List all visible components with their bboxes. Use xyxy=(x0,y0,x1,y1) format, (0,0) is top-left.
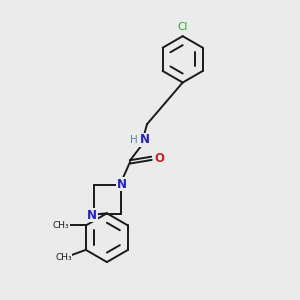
Text: N: N xyxy=(87,208,97,222)
Text: CH₃: CH₃ xyxy=(53,221,69,230)
Text: Cl: Cl xyxy=(178,22,188,32)
Text: N: N xyxy=(140,134,150,146)
Text: CH₃: CH₃ xyxy=(55,253,72,262)
Text: N: N xyxy=(117,178,127,191)
Text: H: H xyxy=(130,135,138,145)
Text: O: O xyxy=(154,152,164,165)
